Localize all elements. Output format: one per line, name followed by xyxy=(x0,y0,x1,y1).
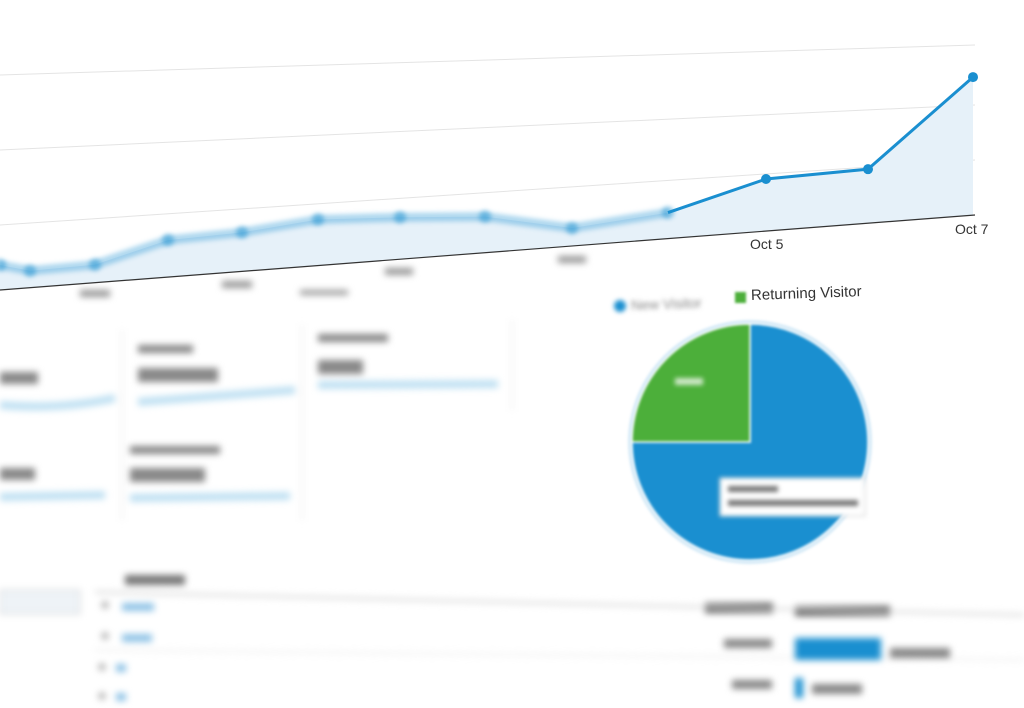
legend xyxy=(614,292,746,312)
data-point[interactable] xyxy=(394,211,406,224)
x-tick-label-oct-7: Oct 7 xyxy=(955,221,989,237)
data-point[interactable] xyxy=(312,213,324,226)
data-point[interactable] xyxy=(236,226,248,239)
data-point[interactable] xyxy=(863,164,873,175)
data-point[interactable] xyxy=(89,258,101,271)
pie-chart xyxy=(628,320,872,564)
data-point[interactable] xyxy=(566,221,578,234)
data-point[interactable] xyxy=(24,264,36,277)
data-point[interactable] xyxy=(761,174,771,185)
data-point[interactable] xyxy=(479,210,491,223)
line-chart xyxy=(0,72,978,290)
series-line-blurred xyxy=(0,208,669,276)
legend-new-visitor-label: New Visitor xyxy=(630,294,702,313)
data-table xyxy=(0,575,1024,701)
blurred-x-tick-labels xyxy=(80,256,586,297)
data-point[interactable] xyxy=(162,234,174,247)
x-tick-label-oct-5: Oct 5 xyxy=(750,236,784,252)
series-line xyxy=(667,75,974,214)
data-point[interactable] xyxy=(0,259,6,271)
area-fill xyxy=(0,77,973,290)
pie-slice-label xyxy=(675,378,703,385)
kpi-cards xyxy=(0,320,513,520)
x-axis xyxy=(0,214,976,291)
legend-new-visitor-swatch xyxy=(614,300,626,312)
data-point[interactable] xyxy=(968,72,978,83)
gridlines xyxy=(0,44,976,226)
legend-returning-visitor-swatch xyxy=(735,292,746,303)
data-point[interactable] xyxy=(662,206,674,219)
pie-tooltip xyxy=(719,477,866,517)
